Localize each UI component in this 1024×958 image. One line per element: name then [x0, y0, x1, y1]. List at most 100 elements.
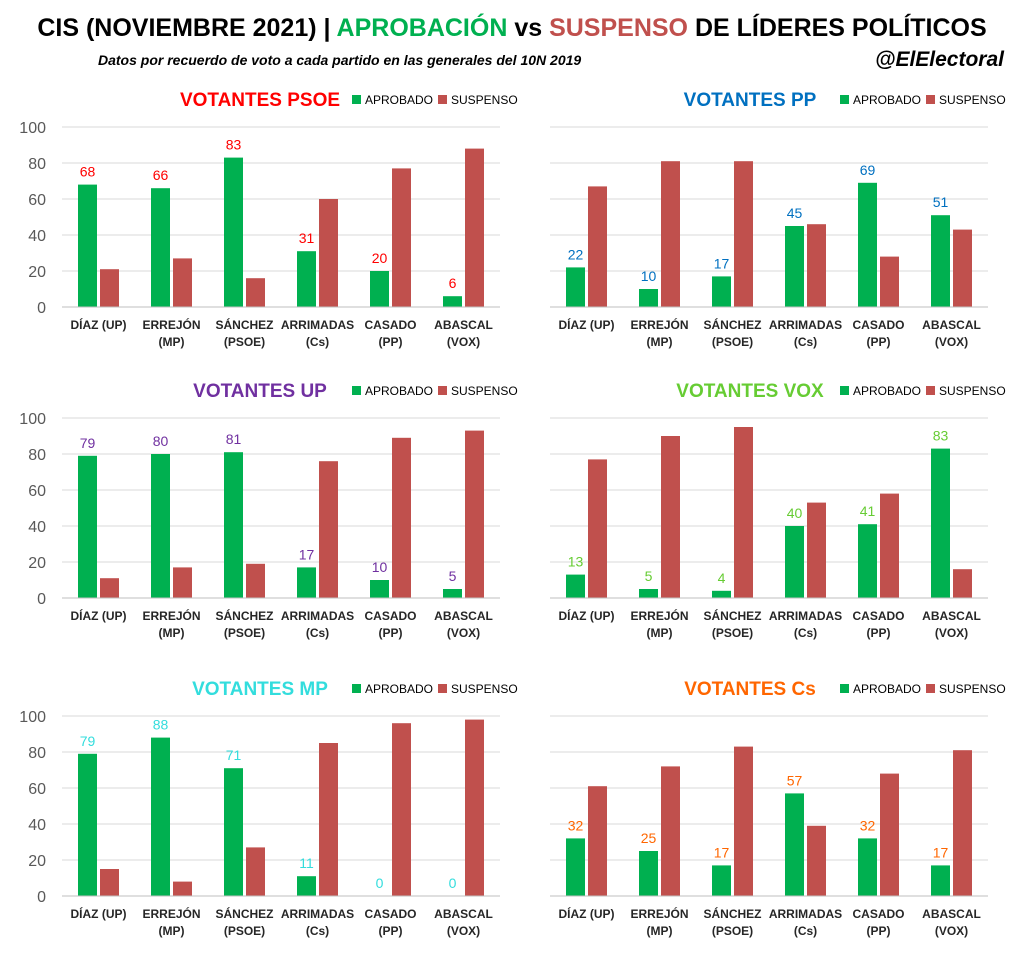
y-tick-label: 40: [28, 817, 46, 834]
y-tick-label: 0: [37, 300, 46, 317]
bar-suspenso: [734, 746, 753, 896]
legend-swatch-aprobado: [352, 95, 361, 104]
data-label-aprobado: 51: [933, 194, 949, 210]
data-label-aprobado: 80: [153, 433, 169, 449]
x-tick-label: CASADO: [852, 609, 904, 623]
y-tick-label: 0: [37, 591, 46, 608]
panel-title: VOTANTES Cs: [684, 679, 816, 700]
data-label-aprobado: 69: [860, 162, 876, 178]
x-tick-label: ARRIMADAS: [769, 907, 842, 921]
data-label-aprobado: 17: [299, 546, 315, 562]
bar-aprobado: [639, 589, 658, 598]
panel-title: VOTANTES UP: [193, 381, 327, 402]
bar-aprobado: [785, 793, 804, 896]
data-label-aprobado: 0: [449, 875, 457, 891]
x-tick-label: (PSOE): [224, 335, 265, 349]
bar-aprobado: [566, 574, 585, 598]
legend-label-aprobado: APROBADO: [365, 384, 433, 398]
bar-suspenso: [392, 437, 411, 598]
y-tick-label: 60: [28, 483, 46, 500]
x-tick-label: ARRIMADAS: [281, 318, 354, 332]
panel-title: VOTANTES PSOE: [180, 90, 340, 111]
x-tick-label: ABASCAL: [434, 907, 493, 921]
bar-aprobado: [639, 289, 658, 307]
y-tick-label: 100: [19, 411, 46, 428]
x-tick-label: (MP): [647, 626, 673, 640]
x-tick-label: ARRIMADAS: [281, 609, 354, 623]
y-tick-label: 60: [28, 192, 46, 209]
x-tick-label: ARRIMADAS: [281, 907, 354, 921]
data-label-aprobado: 88: [153, 717, 169, 733]
legend-label-suspenso: SUSPENSO: [451, 384, 518, 398]
bar-aprobado: [151, 737, 170, 896]
bar-suspenso: [465, 719, 484, 896]
legend-swatch-suspenso: [438, 684, 447, 693]
data-label-aprobado: 5: [645, 568, 653, 584]
page-title-part: vs: [507, 14, 550, 42]
bar-suspenso: [661, 161, 680, 307]
bar-suspenso: [880, 773, 899, 896]
legend-swatch-suspenso: [926, 684, 935, 693]
bar-aprobado: [224, 157, 243, 307]
bar-suspenso: [807, 502, 826, 598]
data-label-aprobado: 20: [372, 250, 388, 266]
bar-aprobado: [785, 226, 804, 307]
x-tick-label: ABASCAL: [434, 318, 493, 332]
bar-suspenso: [100, 869, 119, 896]
bar-suspenso: [319, 461, 338, 598]
x-tick-label: ARRIMADAS: [769, 609, 842, 623]
page-title-part: DE LÍDERES POLÍTICOS: [688, 14, 987, 42]
data-label-aprobado: 17: [714, 255, 730, 271]
data-label-aprobado: 11: [299, 855, 314, 871]
x-tick-label: ERREJÓN: [142, 906, 200, 921]
data-label-aprobado: 31: [299, 230, 315, 246]
legend-label-suspenso: SUSPENSO: [451, 682, 518, 696]
y-tick-label: 20: [28, 853, 46, 870]
bar-suspenso: [173, 258, 192, 307]
x-tick-label: DÍAZ (UP): [559, 608, 615, 623]
bar-suspenso: [953, 750, 972, 896]
x-tick-label: ERREJÓN: [142, 608, 200, 623]
x-tick-label: SÁNCHEZ: [215, 317, 273, 332]
bar-suspenso: [953, 229, 972, 307]
x-tick-label: (MP): [647, 335, 673, 349]
bar-suspenso: [953, 569, 972, 598]
data-label-aprobado: 6: [449, 275, 457, 291]
panel-title: VOTANTES VOX: [676, 381, 824, 402]
data-label-aprobado: 10: [372, 559, 388, 575]
data-label-aprobado: 10: [641, 268, 657, 284]
x-tick-label: DÍAZ (UP): [559, 317, 615, 332]
x-tick-label: (Cs): [794, 626, 817, 640]
x-tick-label: SÁNCHEZ: [215, 608, 273, 623]
bar-aprobado: [858, 182, 877, 307]
y-tick-label: 80: [28, 447, 46, 464]
y-tick-label: 0: [37, 889, 46, 906]
x-tick-label: ABASCAL: [434, 609, 493, 623]
legend-label-aprobado: APROBADO: [853, 93, 921, 107]
bar-aprobado: [151, 454, 170, 598]
x-tick-label: ERREJÓN: [630, 906, 688, 921]
data-label-aprobado: 68: [80, 164, 96, 180]
legend-swatch-aprobado: [352, 386, 361, 395]
x-tick-label: ARRIMADAS: [769, 318, 842, 332]
x-tick-label: (PP): [867, 335, 891, 349]
x-tick-label: (MP): [159, 335, 185, 349]
x-tick-label: DÍAZ (UP): [71, 906, 127, 921]
x-tick-label: ABASCAL: [922, 609, 981, 623]
x-tick-label: (MP): [159, 924, 185, 938]
page-title-part: CIS (NOVIEMBRE 2021) |: [37, 14, 337, 42]
data-label-aprobado: 83: [933, 428, 949, 444]
bar-suspenso: [392, 168, 411, 307]
x-tick-label: SÁNCHEZ: [215, 906, 273, 921]
legend-label-aprobado: APROBADO: [365, 93, 433, 107]
legend-swatch-aprobado: [840, 95, 849, 104]
x-tick-label: CASADO: [852, 907, 904, 921]
x-tick-label: DÍAZ (UP): [71, 317, 127, 332]
x-tick-label: SÁNCHEZ: [703, 608, 761, 623]
bar-aprobado: [931, 865, 950, 896]
bar-suspenso: [661, 766, 680, 896]
legend-swatch-suspenso: [438, 386, 447, 395]
legend-label-aprobado: APROBADO: [365, 682, 433, 696]
bar-suspenso: [173, 881, 192, 896]
x-tick-label: (PP): [379, 335, 403, 349]
